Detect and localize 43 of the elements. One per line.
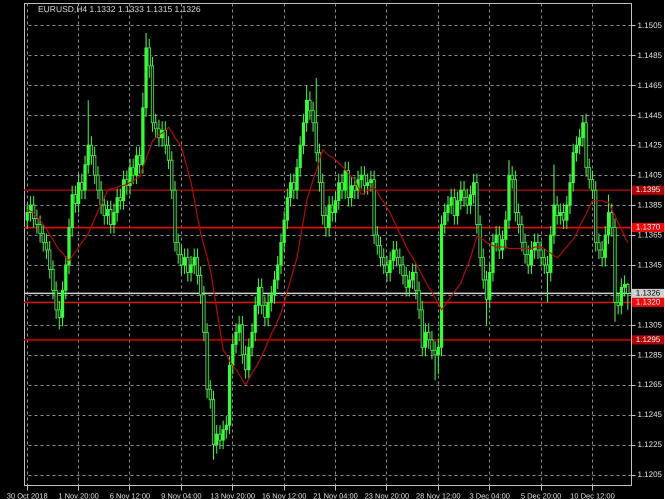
- y-tick-label: 1.1425: [638, 140, 663, 150]
- candlestick: [122, 170, 126, 210]
- candlestick: [362, 166, 366, 196]
- candlestick: [498, 226, 501, 260]
- candlestick: [77, 173, 80, 214]
- y-tick-label: 1.1505: [638, 20, 663, 30]
- ref-line-label: 1.1395: [636, 185, 661, 194]
- candlestick: [222, 420, 225, 450]
- candlestick: [109, 200, 112, 234]
- ref-line-label: 1.1326: [636, 288, 661, 298]
- y-tick-label: 1.1405: [638, 170, 663, 180]
- candlestick: [134, 146, 138, 185]
- candlestick: [106, 200, 110, 226]
- candlestick: [353, 176, 356, 200]
- line-series: [26, 126, 628, 386]
- candlestick: [562, 203, 566, 230]
- y-tick-label: 1.1365: [638, 230, 663, 240]
- y-tick-label: 1.1445: [638, 110, 663, 120]
- y-tick-label: 1.1345: [638, 260, 663, 270]
- candlestick: [182, 248, 186, 274]
- candlestick: [328, 196, 331, 238]
- candlestick: [340, 173, 344, 200]
- candlestick: [558, 203, 562, 226]
- ref-line-label: 1.1295: [636, 334, 661, 344]
- y-tick-label: 1.1225: [638, 440, 663, 450]
- y-tick-label: 1.1205: [638, 470, 663, 480]
- candlestick: [132, 158, 135, 185]
- y-tick-label: 1.1245: [638, 410, 663, 420]
- candlestick: [452, 188, 456, 226]
- y-tick-label: 1.1485: [638, 50, 663, 60]
- y-tick-label: 1.1305: [638, 320, 663, 330]
- chart-title: EURUSD,H4 1.1332 1.1333 1.1315 1.1326: [38, 4, 201, 14]
- candlestick: [344, 161, 347, 200]
- candlestick: [366, 173, 370, 196]
- ref-line-label: 1.1370: [636, 222, 661, 232]
- candlestick: [186, 248, 190, 282]
- ref-line-label: 1.1320: [636, 297, 661, 306]
- y-tick-label: 1.1385: [638, 200, 663, 210]
- candlestick: [620, 278, 623, 315]
- y-tick-label: 1.1285: [638, 350, 663, 360]
- candlestick: [218, 424, 222, 450]
- y-tick-label: 1.1265: [638, 380, 663, 390]
- y-tick-label: 1.1465: [638, 80, 663, 90]
